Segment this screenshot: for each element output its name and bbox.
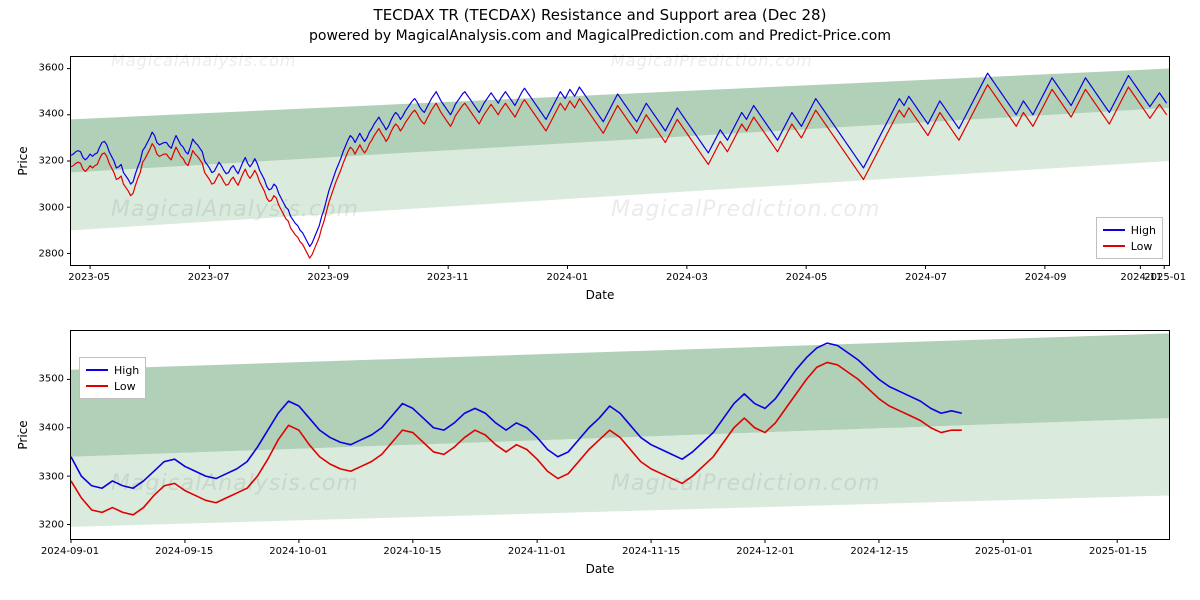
bottom-chart-panel: Price MagicalAnalysis.com MagicalPredict… — [70, 330, 1170, 540]
x-tick-label: 2023-11 — [427, 272, 469, 283]
watermark: MagicalPrediction.com — [611, 51, 813, 70]
bottom-legend: High Low — [79, 357, 146, 399]
bottom-y-axis-label: Price — [16, 420, 30, 449]
legend-item-high: High — [86, 362, 139, 378]
x-tick-label: 2025-01-01 — [975, 546, 1033, 557]
y-tick-label: 3400 — [34, 109, 64, 120]
x-tick-label: 2024-03 — [666, 272, 708, 283]
top-chart-svg — [71, 57, 1169, 265]
watermark: MagicalPrediction.com — [611, 197, 880, 222]
legend-swatch-high — [86, 369, 108, 371]
x-tick-label: 2023-05 — [68, 272, 110, 283]
x-tick-label: 2025-01-15 — [1089, 546, 1147, 557]
bottom-chart-svg — [71, 331, 1169, 539]
top-legend: High Low — [1096, 217, 1163, 259]
y-tick-label: 3400 — [34, 422, 64, 433]
x-tick-label: 2024-01 — [546, 272, 588, 283]
x-tick-label: 2023-07 — [188, 272, 230, 283]
x-tick-label: 2025-01 — [1144, 272, 1186, 283]
y-tick-label: 3200 — [34, 156, 64, 167]
y-tick-label: 3000 — [34, 202, 64, 213]
top-x-axis-label: Date — [586, 288, 615, 302]
legend-label-low: Low — [114, 380, 136, 393]
x-tick-label: 2024-12-15 — [850, 546, 908, 557]
x-tick-label: 2023-09 — [307, 272, 349, 283]
x-tick-label: 2024-12-01 — [736, 546, 794, 557]
legend-swatch-low — [1103, 245, 1125, 247]
watermark: MagicalPrediction.com — [611, 471, 880, 496]
y-tick-label: 3200 — [34, 520, 64, 531]
chart-subtitle: powered by MagicalAnalysis.com and Magic… — [0, 28, 1200, 44]
legend-label-high: High — [1131, 224, 1156, 237]
x-tick-label: 2024-10-15 — [383, 546, 441, 557]
watermark: MagicalAnalysis.com — [111, 197, 359, 222]
watermark: MagicalAnalysis.com — [111, 51, 296, 70]
legend-label-low: Low — [1131, 240, 1153, 253]
legend-swatch-low — [86, 385, 108, 387]
top-y-axis-label: Price — [16, 146, 30, 175]
x-tick-label: 2024-11-01 — [508, 546, 566, 557]
y-tick-label: 2800 — [34, 249, 64, 260]
watermark: MagicalAnalysis.com — [111, 471, 359, 496]
x-tick-label: 2024-07 — [905, 272, 947, 283]
y-tick-label: 3600 — [34, 62, 64, 73]
x-tick-label: 2024-09-01 — [41, 546, 99, 557]
x-tick-label: 2024-09 — [1025, 272, 1067, 283]
figure: TECDAX TR (TECDAX) Resistance and Suppor… — [0, 0, 1200, 600]
x-tick-label: 2024-05 — [786, 272, 828, 283]
legend-label-high: High — [114, 364, 139, 377]
chart-title: TECDAX TR (TECDAX) Resistance and Suppor… — [0, 6, 1200, 24]
y-tick-label: 3500 — [34, 373, 64, 384]
bottom-x-axis-label: Date — [586, 562, 615, 576]
legend-item-low: Low — [86, 378, 139, 394]
x-tick-label: 2024-09-15 — [155, 546, 213, 557]
x-tick-label: 2024-10-01 — [269, 546, 327, 557]
x-tick-label: 2024-11-15 — [622, 546, 680, 557]
legend-item-low: Low — [1103, 238, 1156, 254]
top-chart-panel: Price MagicalAnalysis.com MagicalPredict… — [70, 56, 1170, 266]
legend-item-high: High — [1103, 222, 1156, 238]
legend-swatch-high — [1103, 229, 1125, 231]
y-tick-label: 3300 — [34, 471, 64, 482]
